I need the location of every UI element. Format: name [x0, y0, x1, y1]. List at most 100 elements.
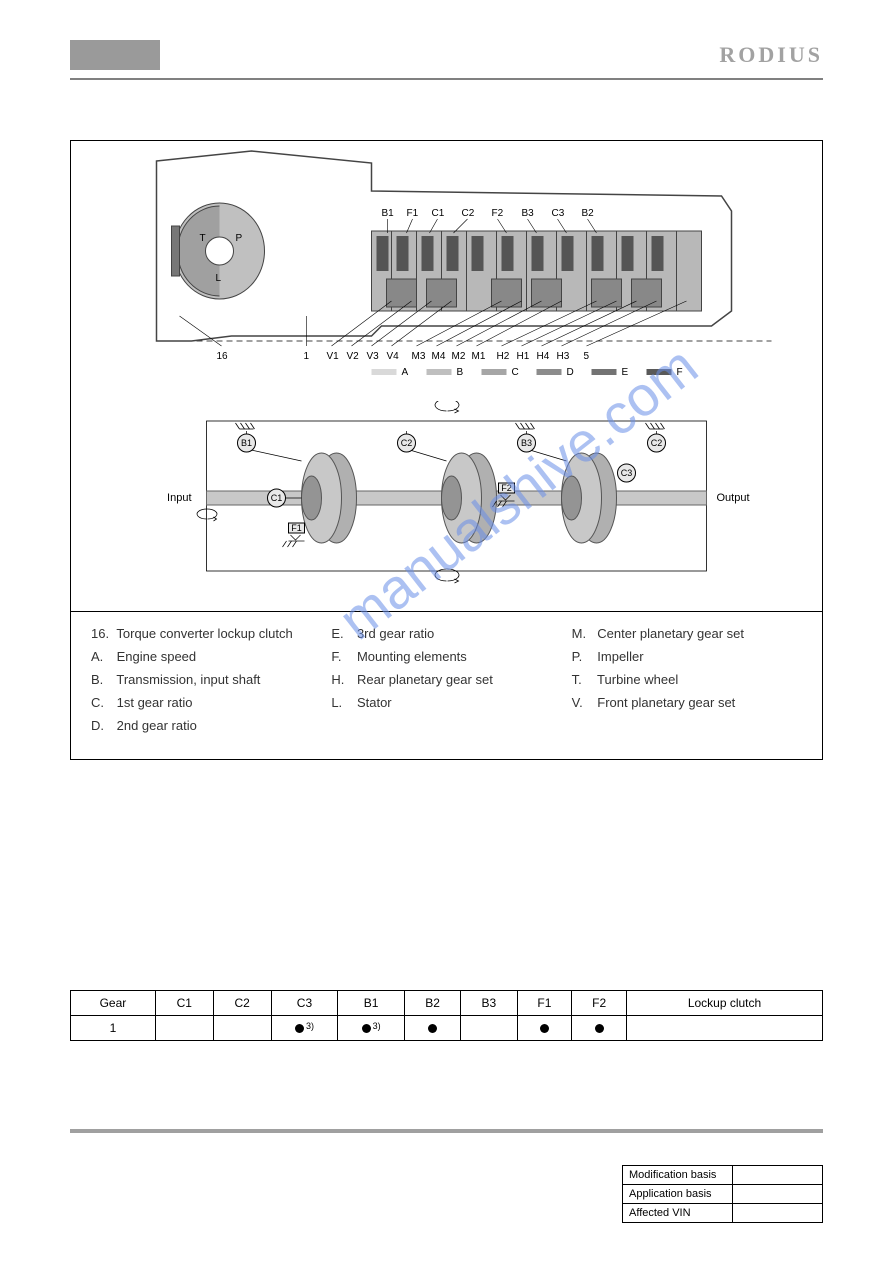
legend-val-16: Torque converter lockup clutch — [116, 626, 292, 641]
legend-val-E: 3rd gear ratio — [357, 626, 434, 641]
th-C2: C2 — [213, 991, 271, 1016]
label-L: L — [216, 273, 222, 284]
label-M4: M4 — [432, 351, 446, 362]
figure-box: T P L — [70, 140, 823, 760]
cell-B1: 3) — [338, 1016, 405, 1041]
legend-val-B: Transmission, input shaft — [116, 672, 260, 687]
cell-C2 — [213, 1016, 271, 1041]
label-C1: C1 — [432, 208, 445, 219]
th-F1: F1 — [517, 991, 572, 1016]
label-C2-top: C2 — [462, 208, 475, 219]
legend-key-V: V. — [572, 695, 594, 710]
legend-key-E: E. — [331, 626, 353, 641]
label-Input: Input — [167, 492, 191, 504]
legend-key-16: 16. — [91, 626, 113, 641]
table-header-row: Gear C1 C2 C3 B1 B2 B3 F1 F2 Lockup clut… — [71, 991, 823, 1016]
cell-Lockup — [627, 1016, 823, 1041]
node-F1: F1 — [291, 523, 302, 533]
th-C3: C3 — [271, 991, 338, 1016]
legend-col-1: 16. Torque converter lockup clutch A. En… — [91, 626, 321, 741]
table-row: 1 3) 3) — [71, 1016, 823, 1041]
legend-val-D: 2nd gear ratio — [117, 718, 197, 733]
label-16: 16 — [217, 351, 229, 362]
label-V3: V3 — [367, 351, 380, 362]
brand-logo: RODIUS — [719, 42, 823, 68]
legend-key-L: L. — [331, 695, 353, 710]
label-M1: M1 — [472, 351, 486, 362]
label-V2: V2 — [347, 351, 360, 362]
node-B3: B3 — [521, 438, 532, 448]
cell-C3: 3) — [271, 1016, 338, 1041]
node-B1: B1 — [241, 438, 252, 448]
label-M3: M3 — [412, 351, 426, 362]
footer-r2-value — [733, 1185, 823, 1204]
th-B2: B2 — [404, 991, 460, 1016]
legend-val-M: Center planetary gear set — [597, 626, 744, 641]
legend-key-A: A. — [91, 649, 113, 664]
label-H4: H4 — [537, 351, 550, 362]
clutch-packs-icon — [372, 231, 702, 311]
label-M2: M2 — [452, 351, 466, 362]
cell-F2 — [572, 1016, 627, 1041]
label-V1: V1 — [327, 351, 340, 362]
legend-key-P: P. — [572, 649, 594, 664]
note-C3: 3) — [306, 1021, 314, 1031]
legend-val-H: Rear planetary gear set — [357, 672, 493, 687]
legend-col-2: E. 3rd gear ratio F. Mounting elements H… — [331, 626, 561, 741]
th-Lockup: Lockup clutch — [627, 991, 823, 1016]
footer-r3-label: Affected VIN — [623, 1204, 733, 1223]
label-5: 5 — [584, 351, 590, 362]
legend-val-T: Turbine wheel — [597, 672, 678, 687]
node-C2r: C2 — [651, 438, 663, 448]
swatch-A: A — [402, 367, 409, 378]
cell-gear-1: 1 — [71, 1016, 156, 1041]
node-F2: F2 — [501, 483, 512, 493]
footer-r1-label: Modification basis — [623, 1166, 733, 1185]
label-F1: F1 — [407, 208, 419, 219]
th-Gear: Gear — [71, 991, 156, 1016]
legend-area: 16. Torque converter lockup clutch A. En… — [71, 611, 822, 759]
label-T: T — [200, 233, 206, 244]
legend-key-M: M. — [572, 626, 594, 641]
legend-key-C: C. — [91, 695, 113, 710]
th-F2: F2 — [572, 991, 627, 1016]
label-H3: H3 — [557, 351, 570, 362]
label-H1: H1 — [517, 351, 530, 362]
label-V4: V4 — [387, 351, 400, 362]
label-F2: F2 — [492, 208, 504, 219]
schematic-diagram: B1 C1 C2 B3 C3 C2 F1 F2 — [71, 401, 822, 611]
label-P: P — [236, 233, 243, 244]
footer-r1-value — [733, 1166, 823, 1185]
node-C1: C1 — [271, 493, 283, 503]
legend-val-P: Impeller — [597, 649, 643, 664]
th-B3: B3 — [461, 991, 517, 1016]
gear-disc-icon — [302, 453, 357, 543]
swatch-F: F — [677, 367, 683, 378]
note-B1: 3) — [373, 1021, 381, 1031]
header-gray-box — [70, 40, 160, 70]
swatch-E: E — [622, 367, 629, 378]
footer-rule — [70, 1129, 823, 1133]
legend-key-D: D. — [91, 718, 113, 733]
label-Output: Output — [717, 492, 750, 504]
label-B2: B2 — [582, 208, 595, 219]
legend-key-B: B. — [91, 672, 113, 687]
swatch-B: B — [457, 367, 464, 378]
swatch-C: C — [512, 367, 519, 378]
label-H2: H2 — [497, 351, 510, 362]
th-B1: B1 — [338, 991, 405, 1016]
legend-val-F: Mounting elements — [357, 649, 467, 664]
cell-B3 — [461, 1016, 517, 1041]
swatch-D: D — [567, 367, 574, 378]
label-B3: B3 — [522, 208, 535, 219]
footer-r2-label: Application basis — [623, 1185, 733, 1204]
node-C2: C2 — [401, 438, 413, 448]
label-B1: B1 — [382, 208, 395, 219]
cell-F1 — [517, 1016, 572, 1041]
label-C3: C3 — [552, 208, 565, 219]
footer-table: Modification basis Application basis Aff… — [622, 1165, 823, 1223]
cell-C1 — [155, 1016, 213, 1041]
gear-table: Gear C1 C2 C3 B1 B2 B3 F1 F2 Lockup clut… — [70, 990, 823, 1041]
legend-val-L: Stator — [357, 695, 392, 710]
torque-converter-icon: T P L — [172, 203, 265, 299]
